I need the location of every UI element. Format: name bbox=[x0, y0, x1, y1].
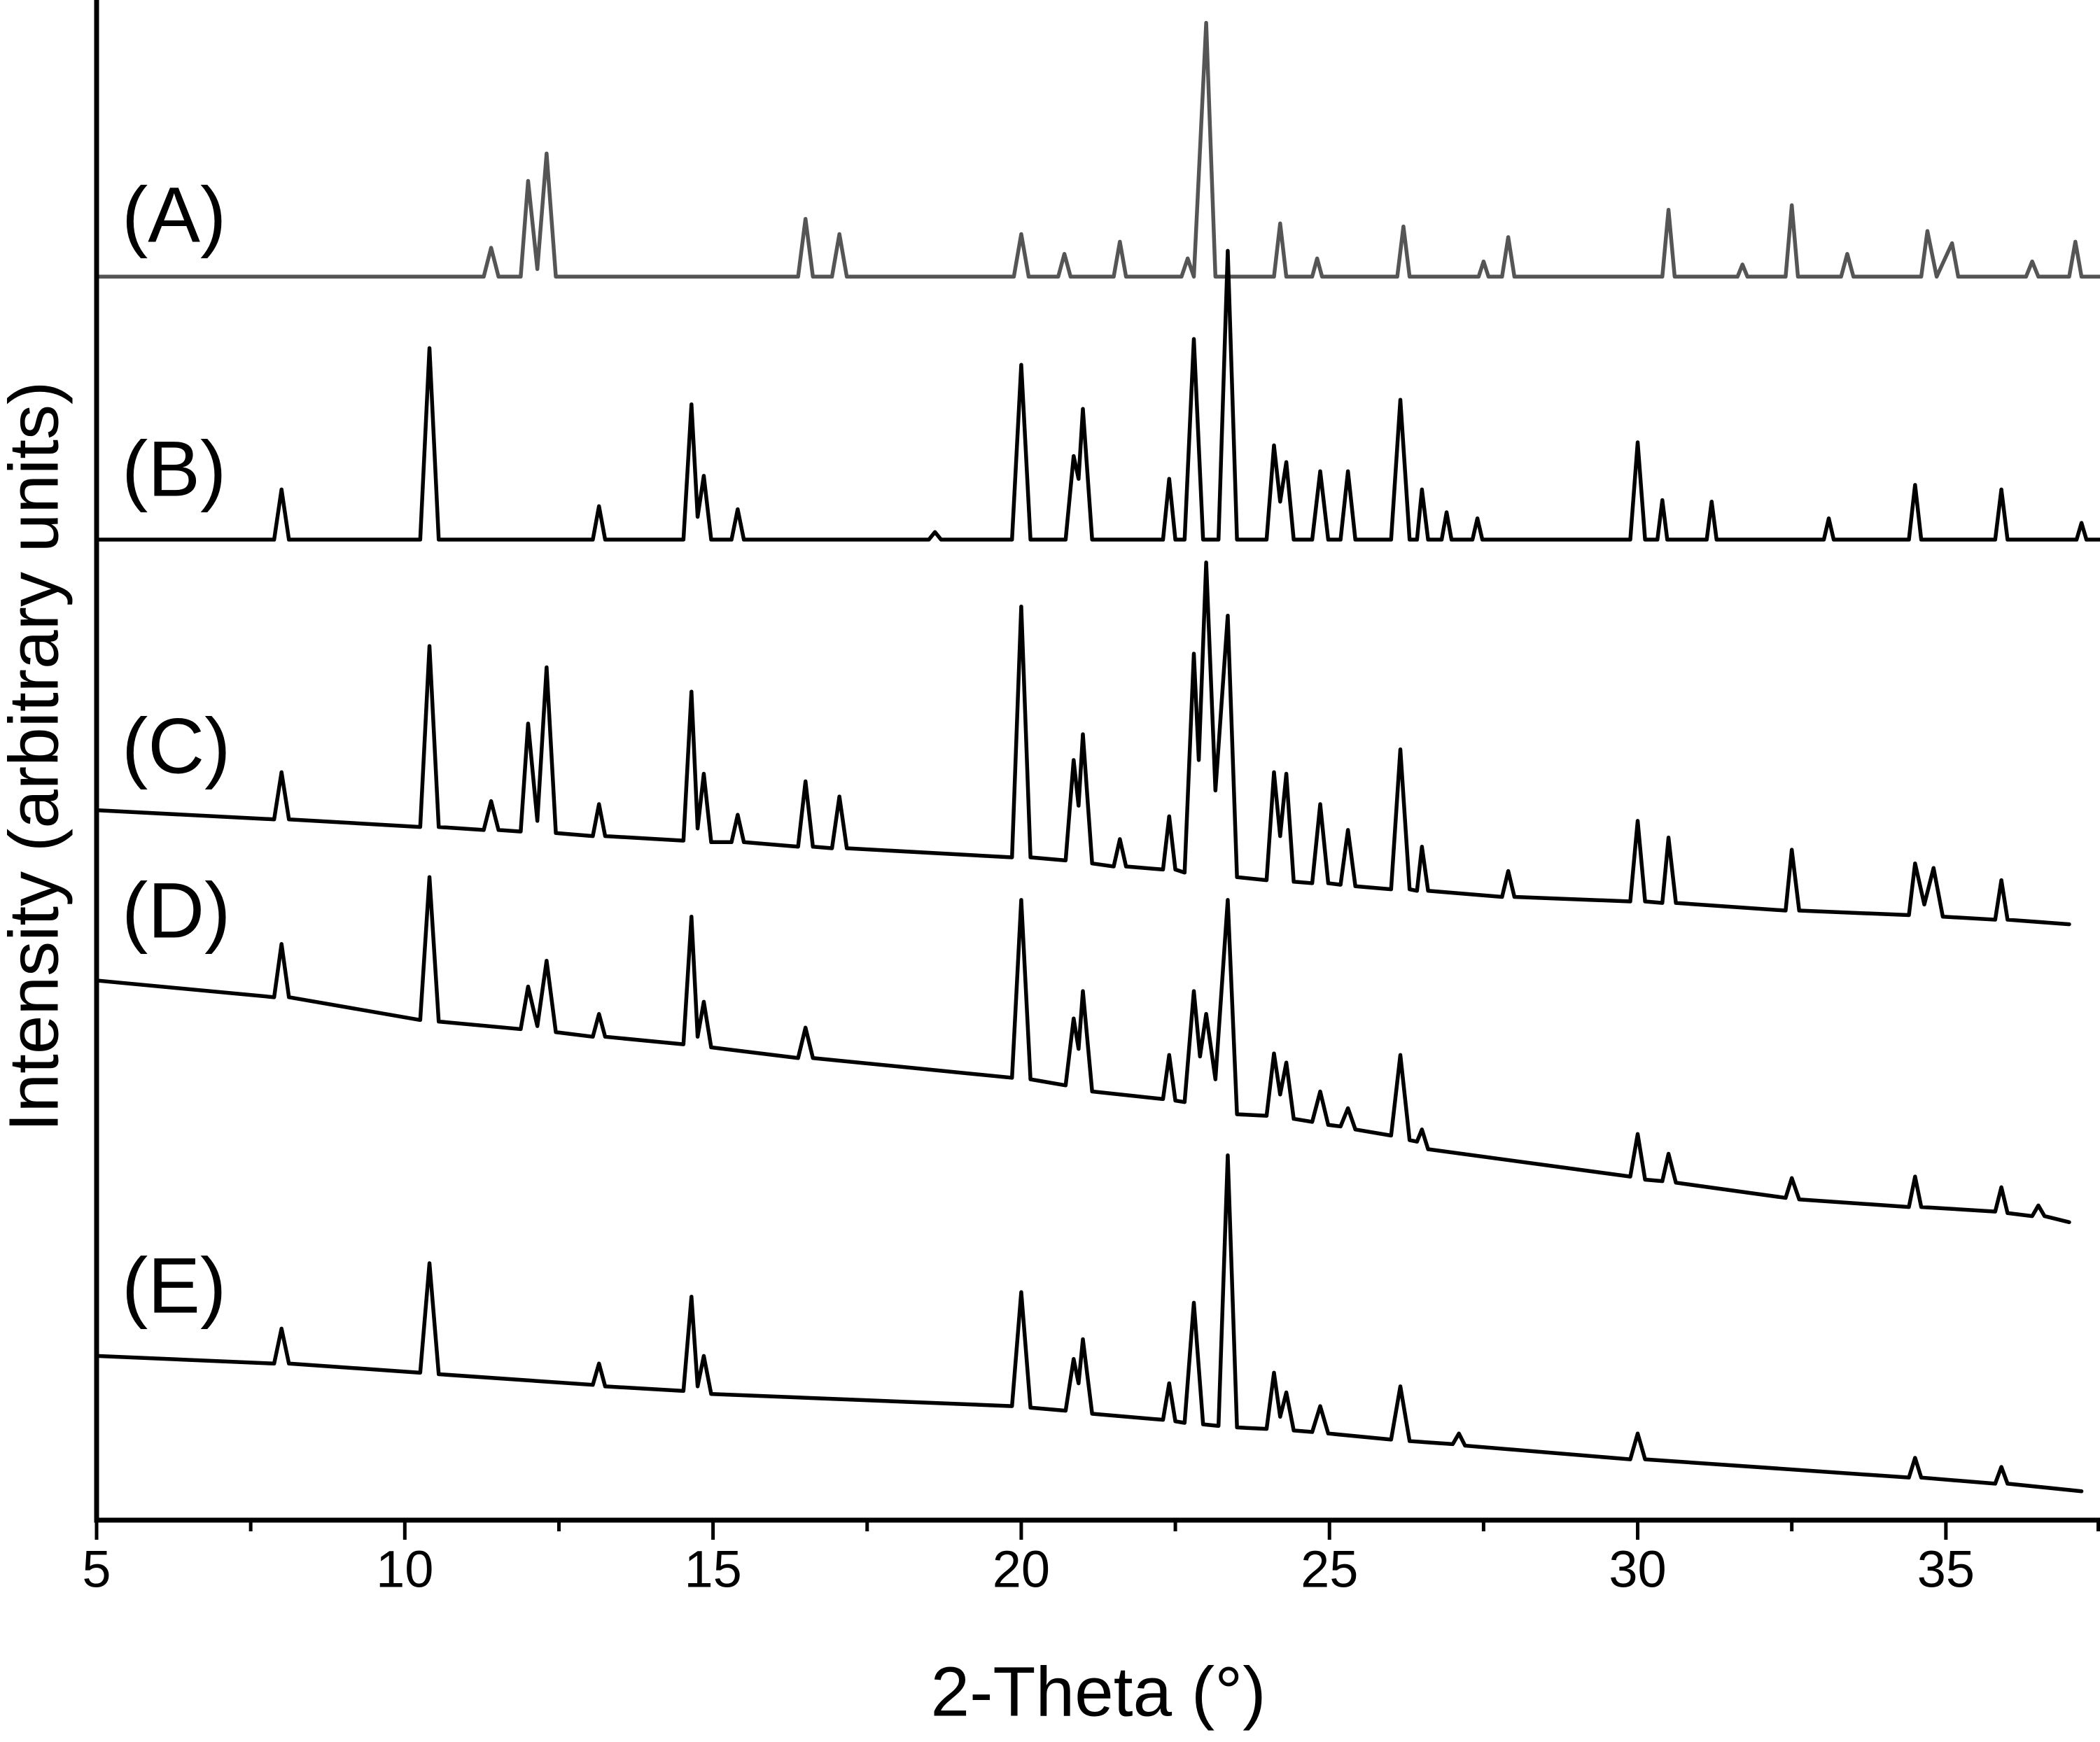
series-label: (B) bbox=[122, 426, 226, 513]
series-label: (D) bbox=[122, 867, 230, 955]
x-tick-label: 30 bbox=[1609, 1540, 1666, 1599]
x-tick-label: 20 bbox=[993, 1540, 1050, 1599]
series-label: (C) bbox=[122, 703, 230, 790]
spectrum-line bbox=[94, 875, 2071, 1225]
spectrum-line bbox=[94, 248, 2100, 542]
x-axis-title: 2-Theta (°) bbox=[930, 1652, 1266, 1731]
x-tick-label: 10 bbox=[376, 1540, 433, 1599]
series-label: (A) bbox=[122, 171, 226, 259]
x-tick-label: 5 bbox=[82, 1540, 111, 1599]
spectrum-line bbox=[94, 20, 2100, 279]
y-axis-title: Intensity (arbitrary units) bbox=[0, 381, 73, 1132]
x-tick-label: 25 bbox=[1301, 1540, 1358, 1599]
spectrum-line bbox=[94, 1153, 2084, 1494]
series-label: (E) bbox=[122, 1242, 226, 1330]
x-tick-label: 15 bbox=[684, 1540, 741, 1599]
spectrum-line bbox=[94, 560, 2071, 927]
x-tick-label: 35 bbox=[1917, 1540, 1975, 1599]
